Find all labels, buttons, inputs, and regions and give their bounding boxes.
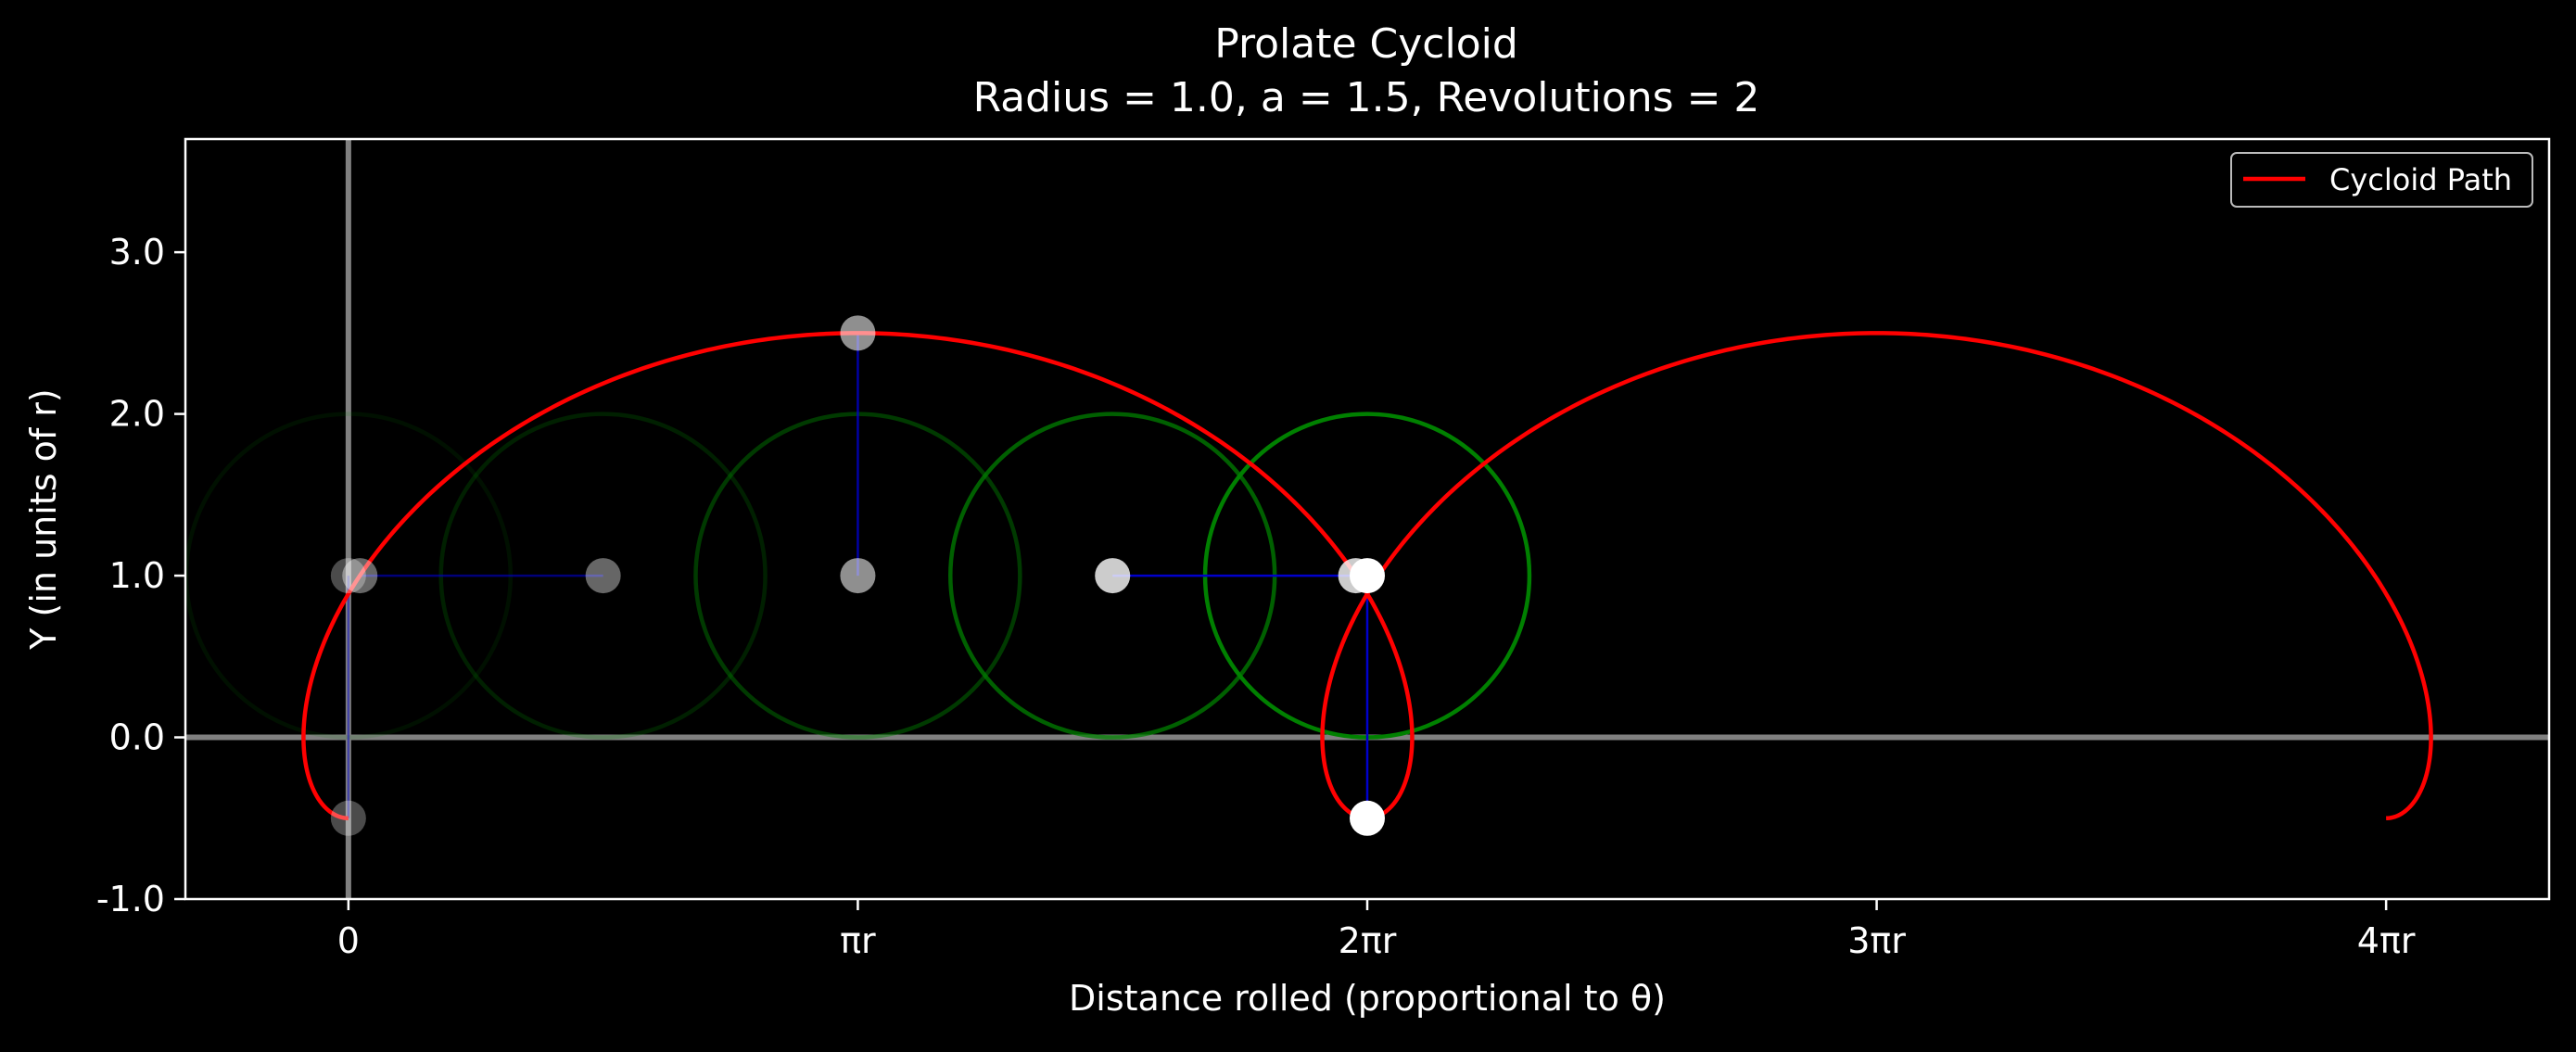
x-axis-label: Distance rolled (proportional to θ) xyxy=(1069,978,1666,1019)
circle-center-point xyxy=(1350,558,1385,594)
circle-center-point xyxy=(1095,558,1131,594)
y-tick-label: 1.0 xyxy=(109,555,165,596)
x-tick-label: 0 xyxy=(337,920,360,961)
chart-title: Prolate Cycloid xyxy=(1214,20,1518,68)
circle-center-point xyxy=(840,558,876,594)
tracing-point xyxy=(840,315,876,351)
y-axis-ticks: -1.0 0.0 1.0 2.0 3.0 xyxy=(96,232,185,919)
tracing-point xyxy=(1350,800,1385,836)
circle-center-point xyxy=(330,558,366,594)
y-tick-label: -1.0 xyxy=(96,879,165,919)
x-tick-label: πr xyxy=(840,920,876,961)
tracing-point xyxy=(342,558,378,594)
tracing-points xyxy=(330,315,1385,836)
circle-center-point xyxy=(585,558,621,594)
legend-box xyxy=(2230,152,2533,208)
y-tick-label: 3.0 xyxy=(109,232,165,273)
x-tick-label: 3πr xyxy=(1847,920,1906,961)
chart-subtitle: Radius = 1.0, a = 1.5, Revolutions = 2 xyxy=(973,74,1760,121)
x-tick-label: 4πr xyxy=(2357,920,2416,961)
legend-label: Cycloid Path xyxy=(2329,162,2512,197)
y-axis-label: Y (in units of r) xyxy=(23,388,64,651)
radius-lines xyxy=(347,333,1369,818)
y-tick-label: 0.0 xyxy=(109,717,165,758)
x-axis-ticks: 0 πr 2πr 3πr 4πr xyxy=(337,899,2416,961)
tracing-point xyxy=(330,800,366,836)
x-tick-label: 2πr xyxy=(1339,920,1397,961)
y-tick-label: 2.0 xyxy=(109,394,165,435)
legend: Cycloid Path xyxy=(2230,152,2533,208)
